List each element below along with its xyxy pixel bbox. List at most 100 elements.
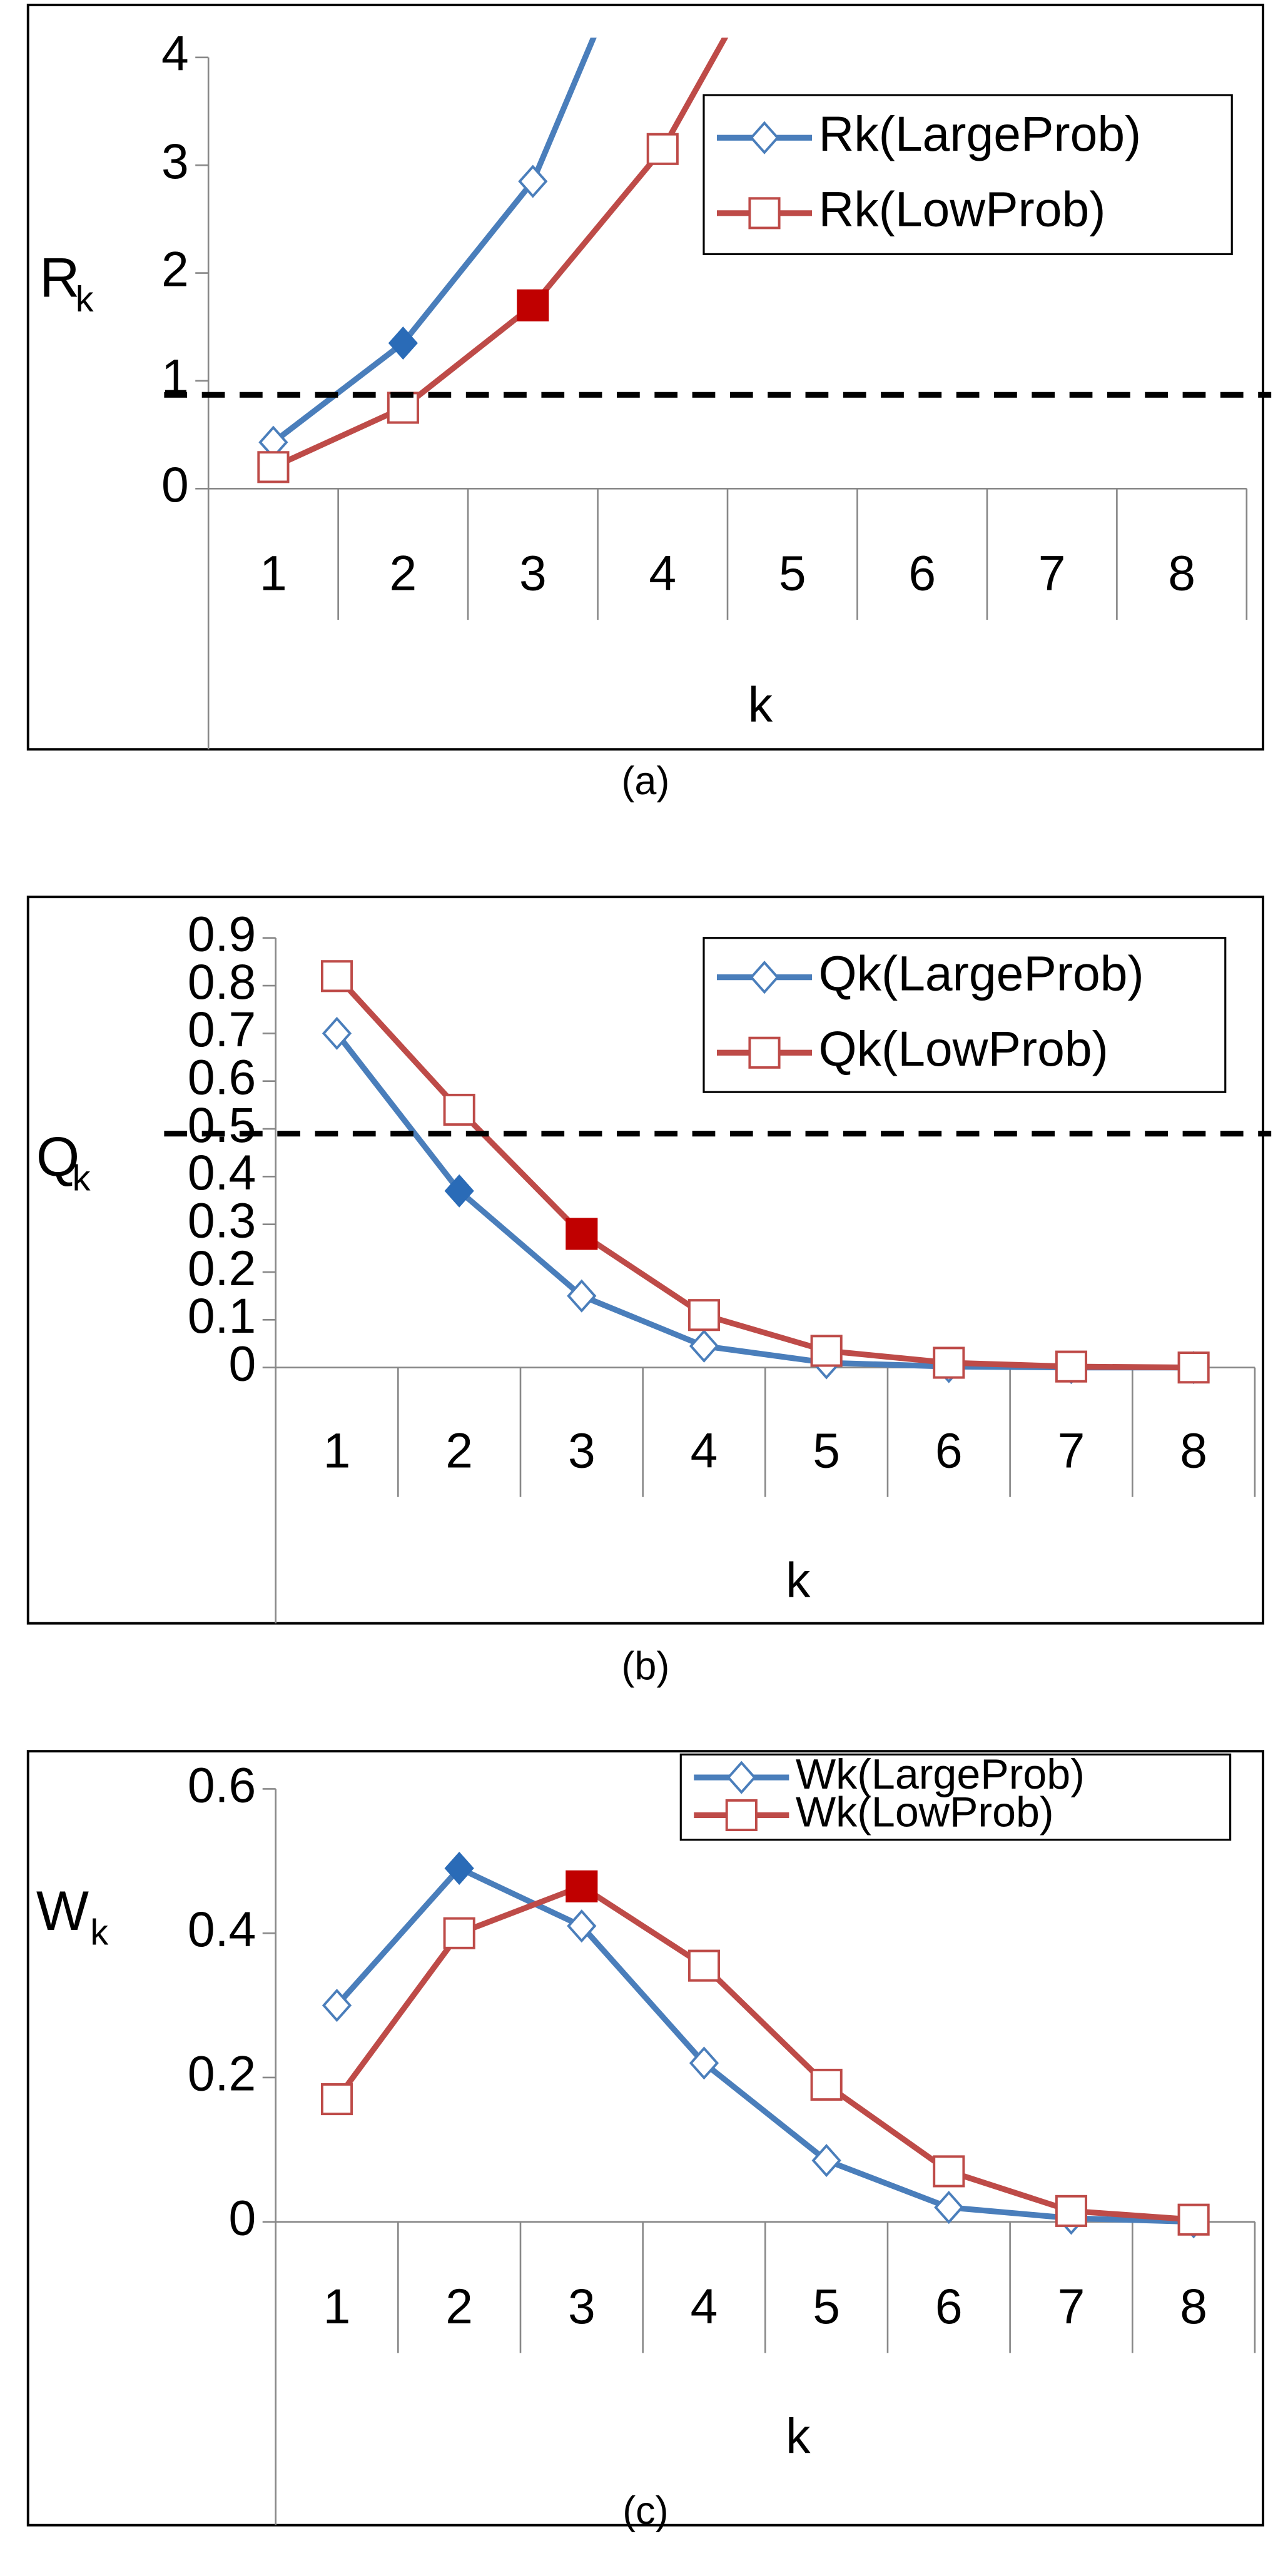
y-tick-label: 0 bbox=[161, 457, 189, 512]
caption: (b) bbox=[621, 1645, 669, 1689]
marker bbox=[646, 133, 679, 165]
y-axis-label: R bbox=[39, 246, 79, 309]
plot bbox=[320, 1851, 1210, 2239]
marker bbox=[1177, 1351, 1210, 1384]
x-tick-label: 3 bbox=[568, 1423, 596, 1478]
y-axis-label-subscript: k bbox=[90, 1912, 108, 1952]
y-tick-label: 4 bbox=[161, 26, 189, 81]
x-tick-label: 8 bbox=[1180, 1423, 1207, 1478]
y-tick-label: 0.3 bbox=[188, 1193, 256, 1248]
marker bbox=[322, 1989, 352, 2023]
marker bbox=[517, 289, 549, 321]
y-tick-label: 2 bbox=[161, 241, 189, 296]
x-tick-label: 5 bbox=[813, 2279, 840, 2334]
x-tick-label: 8 bbox=[1180, 2279, 1207, 2334]
marker bbox=[687, 1299, 721, 1331]
marker bbox=[810, 2068, 843, 2101]
marker bbox=[811, 2144, 841, 2178]
legend-label: Qk(LowProb) bbox=[819, 1021, 1108, 1076]
marker bbox=[689, 1329, 719, 1363]
marker bbox=[443, 1917, 475, 1949]
y-axis-label-subscript: k bbox=[73, 1158, 91, 1198]
x-tick-label: 2 bbox=[445, 2279, 473, 2334]
x-tick-label: 4 bbox=[691, 1423, 718, 1478]
marker bbox=[748, 197, 781, 230]
legend-label: Wk(LargeProb) bbox=[796, 1750, 1085, 1798]
legend-label: Wk(LowProb) bbox=[796, 1788, 1054, 1836]
marker bbox=[1055, 2195, 1088, 2227]
series-line bbox=[335, 974, 1194, 1371]
y-tick-label: 0.6 bbox=[188, 1757, 256, 1812]
chart-frame bbox=[26, 3, 1265, 751]
marker bbox=[444, 1174, 474, 1208]
x-tick-label: 8 bbox=[1168, 546, 1195, 601]
x-tick-label: 6 bbox=[935, 1423, 963, 1478]
marker bbox=[689, 2046, 719, 2080]
marker bbox=[322, 1016, 352, 1050]
marker bbox=[567, 1909, 597, 1943]
y-tick-label: 0.2 bbox=[188, 1241, 256, 1296]
marker bbox=[810, 1335, 843, 1367]
x-axis-label: k bbox=[786, 1553, 811, 1608]
marker bbox=[257, 451, 290, 483]
x-tick-label: 4 bbox=[649, 546, 676, 601]
y-tick-label: 0.9 bbox=[188, 907, 256, 962]
y-tick-label: 0.6 bbox=[188, 1049, 256, 1104]
x-tick-label: 2 bbox=[389, 546, 417, 601]
y-tick-label: 0 bbox=[228, 2190, 256, 2245]
marker bbox=[388, 326, 418, 360]
marker bbox=[1055, 1350, 1088, 1383]
y-tick-label: 0.4 bbox=[188, 1902, 256, 1957]
y-axis-label: Q bbox=[36, 1125, 79, 1188]
marker bbox=[933, 1346, 965, 1379]
marker bbox=[725, 1799, 758, 1832]
marker bbox=[748, 1036, 781, 1069]
y-tick-label: 3 bbox=[161, 134, 189, 189]
marker bbox=[726, 1760, 756, 1794]
marker bbox=[749, 121, 779, 154]
legend-label: Rk(LargeProb) bbox=[819, 106, 1142, 161]
x-tick-label: 7 bbox=[1058, 2279, 1085, 2334]
x-tick-label: 4 bbox=[691, 2279, 718, 2334]
y-tick-label: 0.8 bbox=[188, 954, 256, 1009]
y-tick-label: 0.1 bbox=[188, 1288, 256, 1343]
x-tick-label: 7 bbox=[1058, 1423, 1085, 1478]
marker bbox=[687, 1949, 721, 1982]
x-tick-label: 3 bbox=[568, 2279, 596, 2334]
marker bbox=[565, 1218, 598, 1250]
x-tick-label: 5 bbox=[779, 546, 806, 601]
y-tick-label: 0.5 bbox=[188, 1098, 256, 1153]
chart-frame bbox=[26, 896, 1265, 1625]
series-line bbox=[334, 1883, 1194, 2223]
x-tick-label: 1 bbox=[323, 1423, 351, 1478]
legend-box bbox=[679, 1753, 1232, 1841]
x-tick-label: 1 bbox=[323, 2279, 351, 2334]
marker bbox=[933, 2155, 965, 2188]
marker bbox=[565, 1870, 598, 1902]
marker bbox=[320, 2083, 353, 2116]
chart-frame bbox=[26, 1750, 1265, 2527]
legend-label: Rk(LowProb) bbox=[819, 182, 1106, 237]
x-tick-label: 6 bbox=[908, 546, 936, 601]
y-axis-label: W bbox=[36, 1879, 89, 1942]
x-tick-label: 2 bbox=[445, 1423, 473, 1478]
x-axis-label: k bbox=[786, 2408, 811, 2463]
caption: (c) bbox=[622, 2489, 668, 2533]
marker bbox=[320, 960, 353, 993]
y-axis-label-subscript: k bbox=[76, 280, 94, 320]
marker bbox=[934, 2191, 964, 2225]
series-line bbox=[271, 38, 597, 445]
legend-label: Qk(LargeProb) bbox=[819, 946, 1144, 1001]
plot bbox=[320, 960, 1210, 1385]
legend-box bbox=[702, 937, 1227, 1093]
x-axis-label: k bbox=[748, 677, 773, 732]
y-tick-label: 0.2 bbox=[188, 2046, 256, 2101]
y-tick-label: 0.7 bbox=[188, 1002, 256, 1057]
legend-box bbox=[702, 94, 1233, 255]
marker bbox=[1177, 2203, 1210, 2236]
x-tick-label: 5 bbox=[813, 1423, 840, 1478]
marker bbox=[444, 1851, 474, 1885]
marker bbox=[567, 1279, 597, 1313]
x-tick-label: 3 bbox=[519, 546, 547, 601]
